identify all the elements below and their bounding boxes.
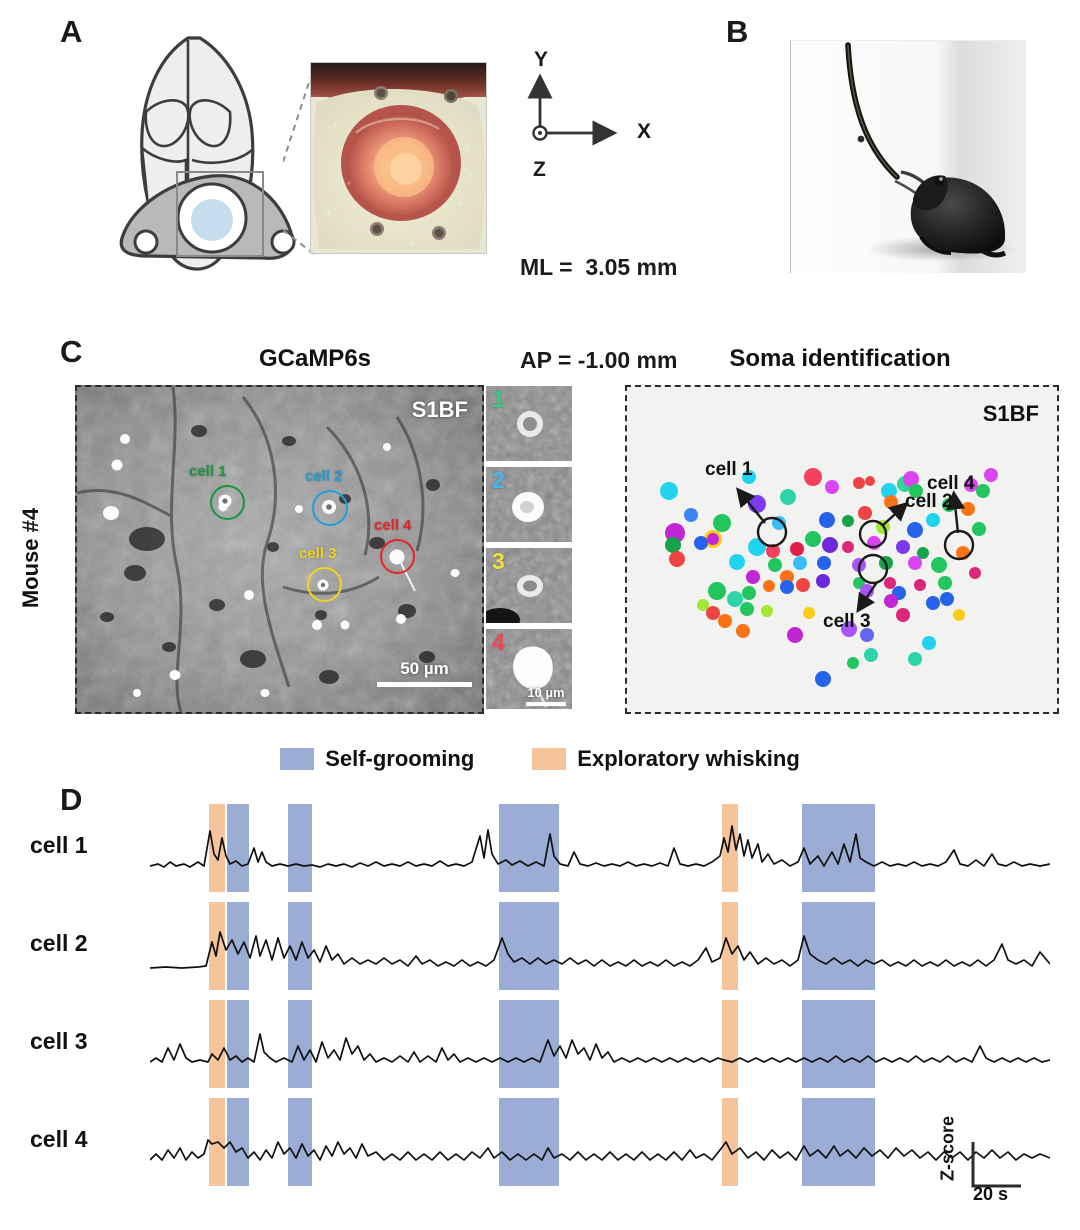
band-grooming-1 (227, 1000, 249, 1088)
band-whisking-2 (722, 1000, 738, 1088)
trace-label-cell-3: cell 3 (30, 1028, 88, 1054)
band-grooming-4 (802, 1098, 875, 1186)
trace-plot-cell-2 (150, 902, 1050, 990)
band-grooming-1 (227, 804, 249, 892)
band-grooming-1 (227, 1098, 249, 1186)
trace-line-cell-4 (150, 1139, 1050, 1161)
band-grooming-3 (499, 804, 559, 892)
cell-1-label: cell 1 (189, 463, 227, 480)
band-grooming-2 (288, 1098, 312, 1186)
trace-label-cell-1: cell 1 (30, 832, 88, 858)
trace-plot-cell-1 (150, 804, 1050, 892)
soma-cell-2-label: cell 2 (905, 491, 953, 512)
freely-moving-mouse-photo (790, 40, 1026, 273)
legend-label-self-grooming: Self-grooming (325, 746, 475, 771)
scalebar-time-label: 20 s (973, 1184, 1009, 1204)
soma-cell-1-label: cell 1 (705, 459, 753, 480)
band-whisking-2 (722, 1098, 738, 1186)
panel-a-letter: A (60, 14, 83, 49)
axis-label-z: Z (533, 158, 546, 181)
cell-3-inset-number: 3 (492, 548, 505, 574)
cranial-window-photo (310, 62, 487, 254)
cell-4-inset-number: 4 (492, 629, 505, 655)
trace-line-cell-1 (150, 825, 1050, 868)
gcamp-panel-title: GCaMP6s (258, 345, 372, 372)
scalebar-zscore-label: Z-score (937, 1115, 958, 1182)
panel-d-legend: Self-grooming Exploratory whisking (0, 742, 1080, 776)
soma-panel-title: Soma identification (729, 345, 951, 372)
region-label-s1bf-left: S1BF (411, 397, 468, 422)
cell-3-inset: 3 (485, 547, 573, 624)
coordinate-ml: ML = 3.05 mm (520, 254, 678, 280)
band-grooming-3 (499, 902, 559, 990)
scalebar-10um-bar (526, 702, 566, 706)
calcium-trace-plots: cell 1 cell 2 cell 3 (0, 790, 1080, 1204)
band-grooming-4 (802, 902, 875, 990)
stereotaxic-coordinates: ML = 3.05 mm AP = -1.00 mm (520, 190, 677, 407)
trace-row-cell-1: cell 1 (0, 804, 1080, 892)
legend-swatch-self-grooming (280, 748, 315, 770)
region-label-s1bf-right: S1BF (982, 401, 1039, 426)
cell-4-label: cell 4 (374, 517, 412, 534)
cell-2-ring (312, 490, 348, 526)
band-whisking-1 (209, 1000, 225, 1088)
mouse-id-label: Mouse #4 (18, 507, 43, 609)
panel-c-letter: C (60, 334, 83, 369)
band-grooming-2 (288, 804, 312, 892)
cell-1-inset: 1 (485, 385, 573, 462)
trace-row-cell-3: cell 3 (0, 1000, 1080, 1088)
soma-identification-map: S1BF (625, 385, 1059, 714)
band-whisking-2 (722, 804, 738, 892)
cell-3-label: cell 3 (299, 545, 337, 562)
trace-row-cell-4: cell 4 (0, 1098, 1080, 1186)
trace-line-cell-3 (150, 1033, 1050, 1063)
cell-2-label: cell 2 (305, 468, 343, 485)
scalebar-10um: 10 µm (526, 685, 566, 706)
trace-plot-cell-3 (150, 1000, 1050, 1088)
trace-label-cell-2: cell 2 (30, 930, 88, 956)
cell-4-ring (380, 539, 415, 574)
trace-label-cell-4: cell 4 (30, 1126, 88, 1152)
cell-1-inset-number: 1 (492, 386, 505, 412)
xyz-axes-icon (520, 55, 640, 175)
trace-row-cell-2: cell 2 (0, 902, 1080, 990)
soma-dot-scatter (660, 468, 998, 687)
axis-label-x: X (637, 120, 652, 143)
cell-2-inset-number: 2 (492, 467, 505, 493)
two-photon-microscopy-image: S1BF cell 1 cell 2 cell 3 cell 4 50 µm (75, 385, 484, 714)
band-whisking-1 (209, 804, 225, 892)
band-grooming-3 (499, 1098, 559, 1186)
cell-1-ring (210, 485, 245, 520)
trace-plot-cell-4 (150, 1098, 1050, 1186)
scalebar-50um-bar (377, 682, 472, 687)
band-grooming-4 (802, 1000, 875, 1088)
legend-item-self-grooming: Self-grooming (280, 746, 474, 772)
legend-label-exploratory-whisking: Exploratory whisking (577, 746, 800, 771)
scalebar-50um: 50 µm (377, 659, 472, 687)
soma-cell-4-label: cell 4 (927, 473, 975, 494)
band-grooming-2 (288, 1000, 312, 1088)
band-whisking-2 (722, 902, 738, 990)
scalebar-10um-text: 10 µm (527, 685, 565, 700)
cell-2-inset: 2 (485, 466, 573, 543)
mouse-skull-diagram (60, 30, 320, 280)
axis-label-y: Y (534, 48, 549, 71)
soma-cell-3-label: cell 3 (823, 611, 871, 632)
legend-swatch-exploratory-whisking (532, 748, 567, 770)
coordinate-ap: AP = -1.00 mm (520, 347, 678, 373)
cell-4-inset: 4 10 µm (485, 628, 573, 710)
cell-3-ring (307, 567, 342, 602)
band-grooming-4 (802, 804, 875, 892)
panel-d-letter: D (60, 782, 83, 817)
zoom-connector-lines (282, 62, 316, 257)
panel-b-letter: B (726, 14, 749, 49)
trace-line-cell-2 (150, 931, 1050, 969)
band-grooming-1 (227, 902, 249, 990)
panel-d-scalebar: Z-score 20 s (915, 1116, 1065, 1220)
cell-inset-column: 1 2 3 4 10 µm (485, 385, 573, 710)
scalebar-50um-text: 50 µm (400, 659, 449, 678)
legend-item-exploratory-whisking: Exploratory whisking (532, 746, 800, 772)
